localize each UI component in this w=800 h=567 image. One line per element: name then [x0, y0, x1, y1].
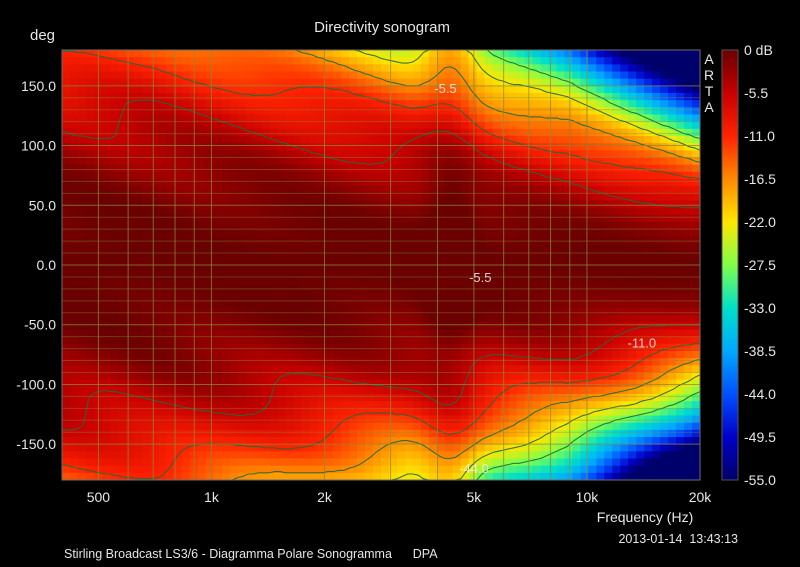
colorbar-label: 0 dB	[744, 42, 773, 58]
colorbar-labels: 0 dB -5.5 -11.0 -16.5 -22.0 -27.5 -33.0 -38.5 -4…	[744, 42, 776, 488]
contour-label: -44.0	[459, 461, 489, 476]
colorbar	[721, 49, 739, 481]
y-tick-label: -100.0	[16, 376, 56, 392]
y-tick-label: 0.0	[37, 257, 57, 273]
x-axis-label: Frequency (Hz)	[597, 509, 693, 525]
x-tick-labels: 500 1k 2k 5k 10k 20k	[87, 489, 713, 505]
contour-label: -11.0	[627, 336, 656, 351]
y-tick-label: 50.0	[29, 197, 56, 213]
y-tick-label: 150.0	[21, 78, 56, 94]
heatmap-area	[62, 50, 700, 480]
y-axis-label: deg	[30, 27, 55, 44]
colorbar-label: -44.0	[744, 386, 776, 402]
contour-lines	[62, 50, 700, 480]
colorbar-label: -22.0	[744, 214, 776, 230]
contour-label: -5.5	[469, 270, 491, 285]
chart-title: Directivity sonogram	[314, 19, 450, 36]
y-tick-label: -50.0	[24, 317, 56, 333]
footer-caption: Stirling Broadcast LS3/6 - Diagramma Pol…	[64, 547, 438, 561]
x-tick-label: 500	[87, 489, 111, 505]
colorbar-label: -11.0	[744, 128, 775, 144]
brand-letter: R	[704, 67, 714, 83]
grid-lines	[62, 50, 700, 480]
x-tick-label: 10k	[576, 489, 600, 505]
colorbar-label: -38.5	[744, 343, 776, 359]
colorbar-label: -27.5	[744, 257, 776, 273]
x-tick-label: 5k	[467, 489, 483, 505]
contour-labels: -5.5 -11.0 -44.0 -5.5	[434, 81, 656, 476]
colorbar-label: -5.5	[744, 85, 768, 101]
contour-label: -5.5	[434, 81, 456, 96]
colorbar-label: -33.0	[744, 300, 776, 316]
brand-letter: T	[705, 83, 714, 99]
brand-letter: A	[704, 99, 714, 115]
y-tick-label: 100.0	[21, 138, 56, 154]
x-tick-label: 1k	[204, 489, 220, 505]
brand-letter: A	[704, 51, 714, 67]
colorbar-label: -16.5	[744, 171, 776, 187]
plot-frame	[61, 49, 701, 481]
colorbar-label: -49.5	[744, 429, 776, 445]
y-tick-label: -150.0	[16, 436, 56, 452]
x-tick-label: 2k	[317, 489, 333, 505]
x-tick-label: 20k	[689, 489, 713, 505]
footer-timestamp: 2013-01-14 13:43:13	[618, 532, 738, 546]
y-tick-labels: -150.0 -100.0 -50.0 0.0 50.0 100.0 150.0	[16, 78, 56, 452]
colorbar-label: -55.0	[744, 472, 776, 488]
